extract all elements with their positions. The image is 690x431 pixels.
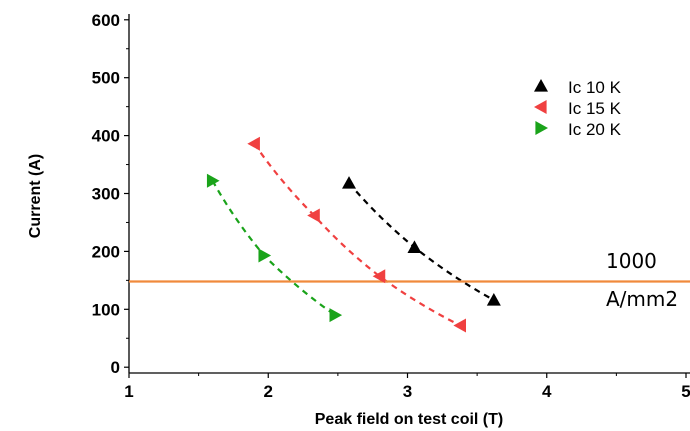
data-points <box>206 136 501 333</box>
data-point-series0-2 <box>486 293 501 306</box>
fit-curves <box>211 143 495 327</box>
y-axis-label: Current (A) <box>27 154 44 238</box>
data-point-series2-0 <box>206 173 220 188</box>
legend-label-1: Ic 15 K <box>568 99 622 118</box>
legend-label-2: Ic 20 K <box>568 120 622 139</box>
x-tick-label: 5 <box>681 382 690 401</box>
fit-curve-2 <box>211 180 336 316</box>
reference-label-line1: 1000 <box>606 249 657 273</box>
data-point-series1-1 <box>307 208 320 223</box>
legend-label-0: Ic 10 K <box>568 78 622 97</box>
data-point-series0-0 <box>342 176 357 189</box>
fit-curve-1 <box>253 143 461 327</box>
y-tick-label: 100 <box>92 300 120 319</box>
y-tick-label: 600 <box>92 11 120 30</box>
data-point-series2-2 <box>329 308 343 323</box>
x-axis-label: Peak field on test coil (T) <box>315 411 503 428</box>
data-point-series1-3 <box>453 318 467 333</box>
legend-marker-0 <box>534 79 548 92</box>
x-tick-label: 2 <box>264 382 273 401</box>
x-tick-label: 4 <box>542 382 552 401</box>
data-point-series1-0 <box>247 136 260 151</box>
legend-marker-2 <box>535 121 548 135</box>
x-tick-label: 3 <box>403 382 412 401</box>
y-tick-label: 500 <box>92 69 120 88</box>
legend: Ic 10 K Ic 15 K Ic 20 K <box>534 78 622 139</box>
y-tick-label: 0 <box>111 358 120 377</box>
y-tick-label: 200 <box>92 242 120 261</box>
data-point-series2-1 <box>258 248 272 263</box>
legend-marker-1 <box>534 100 547 114</box>
y-tick-label: 300 <box>92 185 120 204</box>
reference-line-group: 1000 A/mm2 <box>129 249 690 311</box>
y-tick-label: 400 <box>92 127 120 146</box>
data-point-series0-1 <box>407 240 422 253</box>
reference-label-line2: A/mm2 <box>606 287 678 311</box>
x-tick-label: 1 <box>124 382 133 401</box>
data-point-series1-2 <box>372 269 386 284</box>
axes: 0 100 200 300 400 500 600 1 2 3 4 5 Peak field on te… <box>27 11 690 428</box>
